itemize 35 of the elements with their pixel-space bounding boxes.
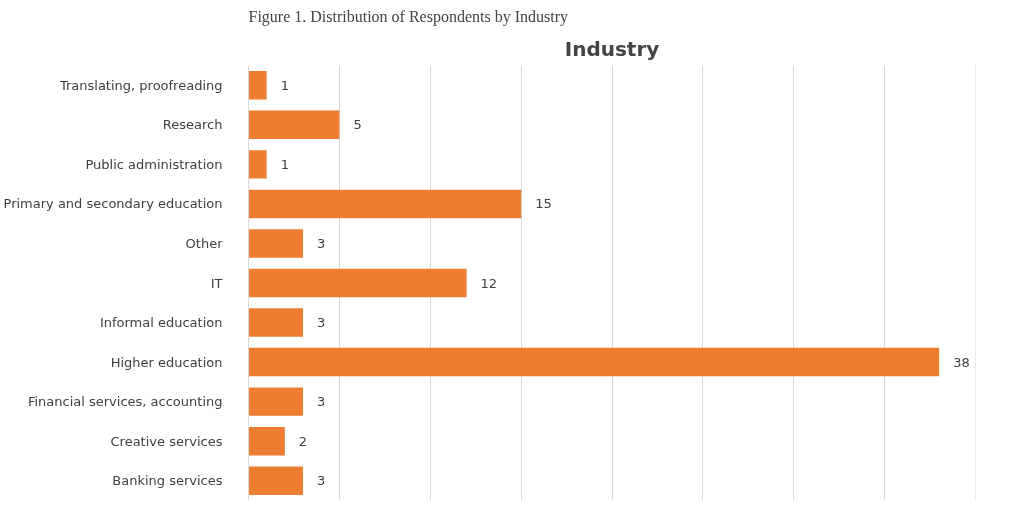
y-tick-label: Higher education <box>110 354 223 370</box>
y-tick-label: Creative services <box>110 433 223 449</box>
y-tick-label: Research <box>162 117 223 133</box>
y-tick-label: IT <box>210 275 223 291</box>
y-tick-label: Primary and secondary education <box>3 196 223 212</box>
bar <box>248 466 304 495</box>
caption: Figure 1. Distribution of Respondents by Industry <box>248 7 569 26</box>
data-label: 3 <box>317 315 326 331</box>
data-label: 3 <box>317 394 326 410</box>
chart-title: Industry <box>564 36 660 61</box>
bar <box>248 150 267 179</box>
y-tick-label: Public administration <box>85 156 223 172</box>
y-tick-label: Other <box>185 235 224 251</box>
y-tick-label: Banking services <box>112 473 223 489</box>
bar <box>248 110 340 140</box>
data-label: 2 <box>298 433 308 449</box>
data-label: 1 <box>280 156 289 172</box>
bar <box>248 229 304 258</box>
data-label: 1 <box>280 77 289 93</box>
bar <box>248 387 304 416</box>
data-label: 15 <box>535 196 552 212</box>
data-label: 3 <box>317 473 326 489</box>
data-label: 38 <box>953 354 970 370</box>
bar <box>248 71 267 100</box>
bar <box>248 308 304 337</box>
y-tick-label: Informal education <box>99 315 223 331</box>
bar <box>248 268 467 298</box>
bar <box>248 347 940 377</box>
data-label: 3 <box>317 235 326 251</box>
y-tick-label: Financial services, accounting <box>27 394 223 410</box>
y-tick-label: Translating, proofreading <box>58 77 223 93</box>
data-label: 12 <box>480 275 498 291</box>
data-label: 5 <box>353 117 362 133</box>
bar <box>248 189 522 219</box>
bar <box>248 426 285 456</box>
